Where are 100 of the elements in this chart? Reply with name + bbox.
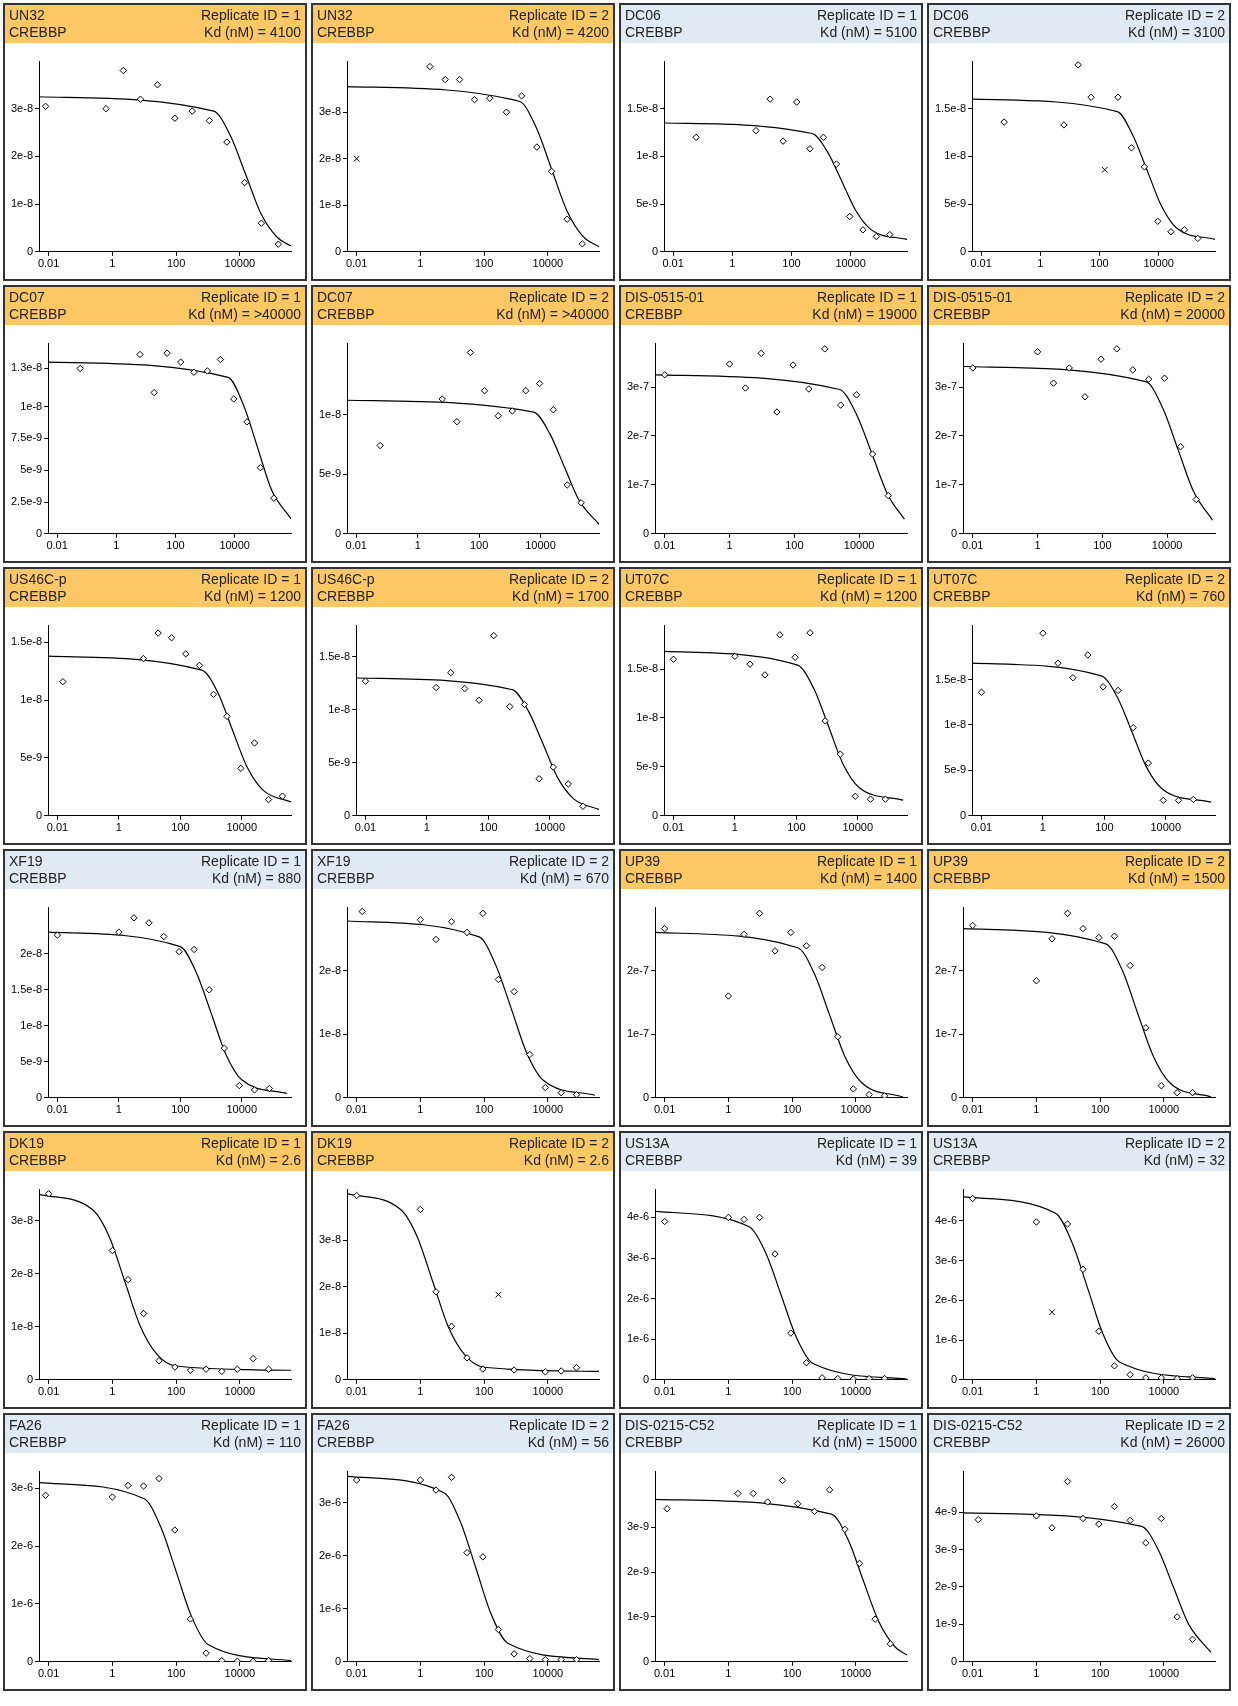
point (578, 240, 587, 248)
point (130, 914, 138, 922)
text: Replicate ID = 2 (509, 853, 609, 870)
x-tick-label: 1 (423, 821, 430, 834)
point (851, 792, 859, 800)
chart-subtitle: CREBBP (317, 24, 375, 41)
x-tick-label: 10000 (224, 1667, 256, 1680)
text: Replicate ID = 2 (1125, 1135, 1225, 1152)
point (249, 1354, 257, 1363)
x-tick-label: 100 (1090, 1103, 1110, 1116)
point (852, 391, 861, 399)
point (724, 992, 733, 1000)
y-tick-label: 0 (642, 1090, 650, 1103)
y-tick-label: 3e-6 (626, 1251, 650, 1264)
text: Replicate ID = 2 (509, 1417, 609, 1434)
y-tick-label: 3e-6 (318, 1495, 342, 1508)
point (1054, 659, 1062, 667)
y-tick-label: 2e-6 (10, 1539, 34, 1552)
y-tick-label: 2e-7 (626, 963, 650, 976)
point (1114, 686, 1122, 695)
point (250, 1086, 259, 1094)
point (866, 795, 875, 803)
y-tick-label: 4e-9 (934, 1505, 958, 1518)
x-tick-label: 1 (417, 257, 424, 270)
x-tick-label: 0.01 (962, 539, 984, 552)
text: Kd (nM) = 4100 (203, 24, 301, 41)
point (119, 66, 127, 75)
y-tick-label: 0 (36, 1090, 43, 1103)
text: Replicate ID = 1 (201, 1135, 301, 1152)
text: Replicate ID = 2 (508, 289, 609, 306)
y-tick-label: 1e-7 (934, 1027, 958, 1040)
y-tick-label: 5e-9 (20, 751, 43, 764)
point (195, 661, 204, 670)
chart-subtitle: CREBBP (9, 306, 67, 323)
x-tick-label: 100 (166, 1667, 186, 1680)
y-tick-label: 1e-8 (10, 1319, 34, 1332)
text: Replicate ID = 1 (201, 1417, 301, 1434)
point (479, 909, 487, 918)
y-tick-label: 3e-7 (934, 380, 958, 393)
point (155, 1474, 163, 1483)
point (455, 75, 464, 84)
point (802, 1359, 811, 1367)
point (264, 795, 273, 804)
point (480, 387, 489, 395)
point (818, 963, 826, 972)
x-tick-label: 0.01 (345, 539, 367, 552)
x-tick-label: 0.01 (345, 1667, 368, 1680)
point (778, 1476, 787, 1485)
y-tick-label: 3e-6 (934, 1253, 958, 1266)
point (734, 1489, 742, 1498)
x-tick-label: 0.01 (662, 257, 684, 270)
chart-title: FA26 (317, 1417, 351, 1434)
point (884, 491, 892, 500)
text: Kd (nM) = 2.6 (214, 1152, 301, 1169)
point (216, 355, 225, 364)
point (475, 696, 483, 704)
y-tick-label: 4e-6 (934, 1213, 958, 1226)
text: Kd (nM) = 1700 (511, 588, 609, 605)
x-tick-label: 1 (731, 821, 738, 834)
point (776, 631, 784, 639)
point (139, 654, 148, 663)
point (752, 126, 760, 135)
x-tick-label: 10000 (843, 539, 875, 552)
x-tick-label: 100 (787, 821, 806, 834)
text: Replicate ID = 2 (1125, 853, 1225, 870)
point (849, 1085, 858, 1093)
point (202, 1365, 210, 1373)
point (466, 348, 475, 357)
chart-title: UT07C (625, 571, 671, 588)
x-tick-label: 10000 (226, 1103, 258, 1116)
point (731, 652, 739, 661)
y-tick-label: 2e-9 (934, 1580, 958, 1593)
x-tick-label: 0.01 (37, 1385, 60, 1398)
point (533, 143, 541, 151)
text: Kd (nM) = 1200 (203, 588, 301, 605)
point (463, 1548, 471, 1557)
point (1189, 795, 1198, 804)
x-tick-label: 10000 (1148, 1103, 1180, 1116)
point (1173, 1089, 1181, 1097)
point (1099, 683, 1107, 691)
x-tick-label: 1 (109, 1667, 116, 1680)
y-tick-label: 1e-8 (20, 693, 43, 706)
x-tick-label: 0.01 (46, 539, 68, 552)
point (793, 98, 801, 106)
chart-subtitle: CREBBP (317, 1434, 375, 1451)
text: Kd (nM) = 1400 (819, 870, 917, 887)
y-tick-label: 1e-8 (318, 407, 342, 420)
point (526, 1050, 534, 1059)
y-tick-label: 1e-8 (636, 149, 659, 162)
point (479, 1553, 487, 1561)
chart-title: US46C-p (9, 571, 67, 588)
point (535, 379, 544, 388)
x-tick-label: 100 (1090, 1667, 1110, 1680)
chart-subtitle: CREBBP (933, 1434, 992, 1451)
y-tick-label: 0 (36, 526, 43, 539)
point (1188, 1089, 1197, 1097)
y-tick-label: 1e-8 (636, 710, 659, 723)
text: Replicate ID = 2 (1125, 571, 1225, 588)
point (223, 138, 231, 146)
point (1081, 393, 1089, 401)
